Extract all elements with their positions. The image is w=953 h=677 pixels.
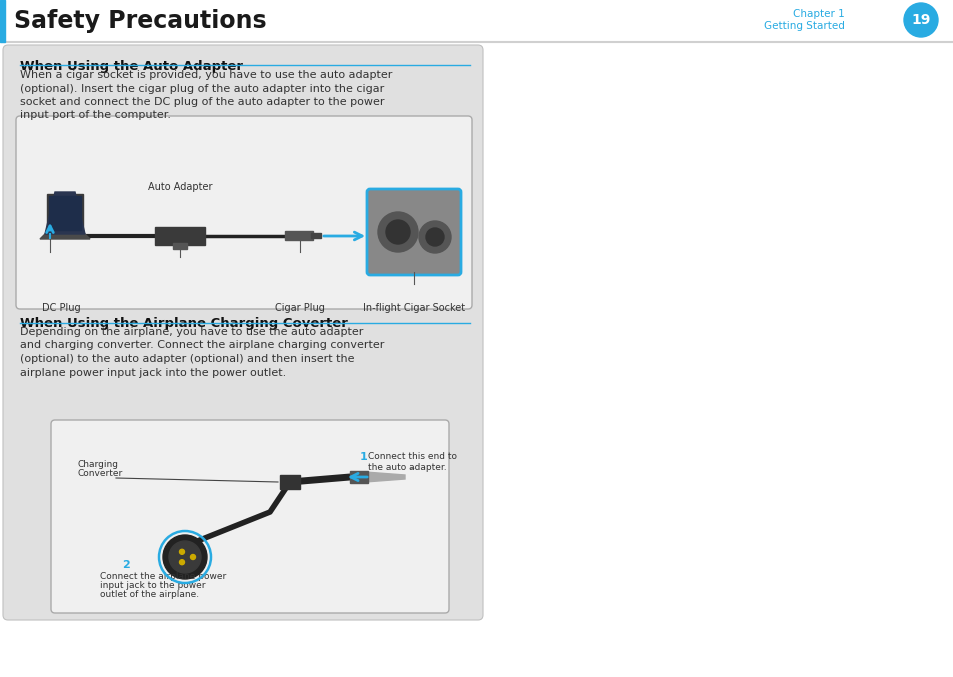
Text: #29abe2: #29abe2 <box>410 468 416 469</box>
Bar <box>47 194 83 232</box>
Polygon shape <box>45 192 85 234</box>
Bar <box>280 475 299 489</box>
Circle shape <box>418 221 451 253</box>
Text: When Using the Auto Adapter: When Using the Auto Adapter <box>20 60 243 73</box>
Bar <box>350 471 368 483</box>
Bar <box>172 243 187 249</box>
Circle shape <box>179 549 184 554</box>
Circle shape <box>386 220 410 244</box>
FancyBboxPatch shape <box>16 116 472 309</box>
Bar <box>311 233 320 238</box>
Text: input jack to the power: input jack to the power <box>100 581 205 590</box>
Circle shape <box>169 541 201 573</box>
Circle shape <box>163 535 207 579</box>
Text: When a cigar socket is provided, you have to use the auto adapter: When a cigar socket is provided, you hav… <box>20 70 392 80</box>
FancyBboxPatch shape <box>51 420 449 613</box>
Text: Converter: Converter <box>78 469 123 478</box>
Text: Chapter 1: Chapter 1 <box>792 9 844 19</box>
Circle shape <box>179 560 184 565</box>
Text: Charging: Charging <box>78 460 119 469</box>
Text: (optional) to the auto adapter (optional) and then insert the: (optional) to the auto adapter (optional… <box>20 354 355 364</box>
Text: When Using the Airplane Charging Coverter: When Using the Airplane Charging Coverte… <box>20 317 348 330</box>
Bar <box>285 231 313 240</box>
Text: the auto adapter.: the auto adapter. <box>368 463 446 472</box>
Circle shape <box>903 3 937 37</box>
Circle shape <box>377 212 417 252</box>
Text: 19: 19 <box>910 13 930 27</box>
FancyBboxPatch shape <box>367 189 460 275</box>
Text: Depending on the airplane, you have to use the auto adapter: Depending on the airplane, you have to u… <box>20 327 363 337</box>
Text: Connect this end to: Connect this end to <box>368 452 456 461</box>
Polygon shape <box>365 472 405 482</box>
Text: In-flight Cigar Socket: In-flight Cigar Socket <box>362 303 464 313</box>
Text: Auto Adapter: Auto Adapter <box>148 182 212 192</box>
Text: socket and connect the DC plug of the auto adapter to the power: socket and connect the DC plug of the au… <box>20 97 384 107</box>
Text: DC Plug: DC Plug <box>42 303 81 313</box>
Circle shape <box>191 554 195 559</box>
Text: airplane power input jack into the power outlet.: airplane power input jack into the power… <box>20 368 286 378</box>
Text: (optional). Insert the cigar plug of the auto adapter into the cigar: (optional). Insert the cigar plug of the… <box>20 83 384 93</box>
Text: and charging converter. Connect the airplane charging converter: and charging converter. Connect the airp… <box>20 341 384 351</box>
Text: Safety Precautions: Safety Precautions <box>14 9 266 33</box>
Text: outlet of the airplane.: outlet of the airplane. <box>100 590 199 599</box>
Bar <box>154 227 205 245</box>
Text: 1: 1 <box>359 452 367 462</box>
Bar <box>0 0 5 42</box>
Text: Getting Started: Getting Started <box>763 21 844 31</box>
Text: input port of the computer.: input port of the computer. <box>20 110 171 121</box>
FancyBboxPatch shape <box>3 45 482 620</box>
Text: 2: 2 <box>122 560 130 570</box>
Text: Connect the airplane power: Connect the airplane power <box>100 572 226 581</box>
Bar <box>49 196 81 230</box>
Text: Cigar Plug: Cigar Plug <box>274 303 325 313</box>
Polygon shape <box>40 234 90 239</box>
Circle shape <box>426 228 443 246</box>
